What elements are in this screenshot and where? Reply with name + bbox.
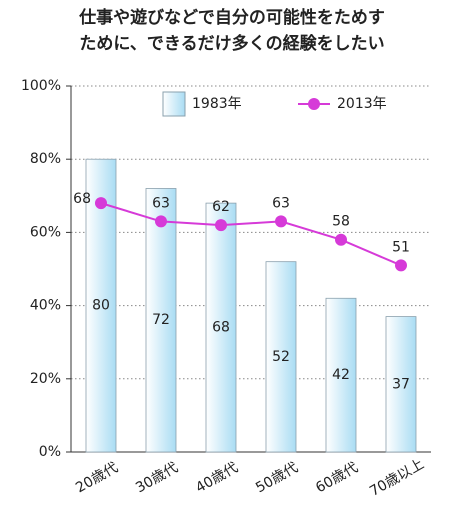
bar-value-label: 37 [392, 376, 410, 392]
bar [325, 297, 357, 453]
y-tick-label: 0% [39, 444, 61, 460]
x-tick-label: 20歳代 [73, 460, 121, 497]
bar [205, 202, 237, 453]
bar [265, 261, 297, 453]
line-point [215, 219, 227, 232]
x-tick-label: 60歳代 [313, 460, 361, 497]
y-tick-label: 100% [21, 78, 61, 94]
y-tick-label: 80% [30, 151, 61, 167]
bar [145, 188, 177, 453]
bar-value-label: 52 [272, 349, 290, 365]
x-tick-label: 50歳代 [253, 460, 301, 497]
line-point [395, 259, 407, 272]
y-tick-label: 20% [30, 371, 61, 387]
line-point [335, 233, 347, 246]
legend-swatch [308, 98, 320, 110]
x-tick-label: 40歳代 [193, 460, 241, 497]
chart-title: ために、できるだけ多くの経験をしたい [79, 33, 384, 54]
x-tick-label: 70歳以上 [367, 456, 427, 500]
chart-title: 仕事や遊びなどで自分の可能性をためす [78, 7, 385, 28]
legend-label: 1983年 [192, 96, 242, 112]
line-value-label: 51 [392, 239, 410, 255]
line [100, 202, 402, 267]
bar-value-label: 42 [332, 367, 350, 383]
bar-value-label: 68 [212, 320, 230, 336]
line-value-label: 63 [152, 195, 170, 211]
line-value-label: 63 [272, 195, 290, 211]
y-tick-label: 60% [30, 224, 61, 240]
legend-swatch [162, 91, 186, 117]
bar [385, 316, 417, 453]
bar-value-label: 72 [152, 312, 170, 328]
legend-label: 2013年 [337, 96, 387, 112]
line-point [155, 215, 167, 228]
line-point [95, 197, 107, 210]
bar-value-label: 80 [92, 298, 110, 314]
line-value-label: 68 [73, 191, 91, 207]
x-tick-label: 30歳代 [133, 460, 181, 497]
line-value-label: 62 [212, 199, 230, 215]
y-tick-label: 40% [30, 298, 61, 314]
line-value-label: 58 [332, 214, 350, 230]
line-point [275, 215, 287, 228]
